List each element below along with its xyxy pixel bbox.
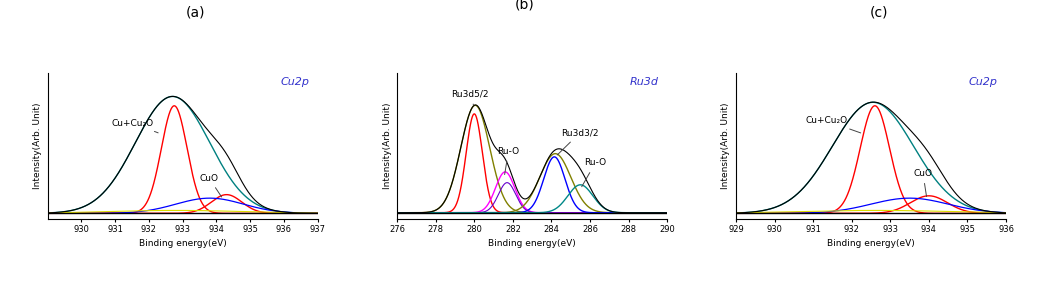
Text: Cu2p: Cu2p bbox=[969, 78, 998, 87]
Text: Ru3d3/2: Ru3d3/2 bbox=[557, 128, 598, 155]
Text: Cu2p: Cu2p bbox=[281, 78, 309, 87]
Text: Ru3d5/2: Ru3d5/2 bbox=[451, 90, 488, 105]
Text: Ru3d: Ru3d bbox=[630, 78, 659, 87]
Text: Cu+Cu₂O: Cu+Cu₂O bbox=[112, 119, 158, 133]
Text: CuO: CuO bbox=[914, 169, 933, 197]
Text: (a): (a) bbox=[186, 6, 205, 20]
Y-axis label: Intensity(Arb. Unit): Intensity(Arb. Unit) bbox=[382, 103, 392, 189]
Text: Ru-O: Ru-O bbox=[498, 147, 520, 175]
Y-axis label: Intensity(Arb. Unit): Intensity(Arb. Unit) bbox=[721, 103, 731, 189]
Text: (b): (b) bbox=[515, 0, 534, 11]
Text: CuO: CuO bbox=[199, 174, 221, 197]
X-axis label: Binding energy(eV): Binding energy(eV) bbox=[488, 239, 576, 248]
Y-axis label: Intensity(Arb. Unit): Intensity(Arb. Unit) bbox=[33, 103, 42, 189]
X-axis label: Binding energy(eV): Binding energy(eV) bbox=[139, 239, 227, 248]
X-axis label: Binding energy(eV): Binding energy(eV) bbox=[827, 239, 915, 248]
Text: Cu+Cu₂O: Cu+Cu₂O bbox=[806, 116, 861, 133]
Text: (c): (c) bbox=[869, 6, 889, 20]
Text: Ru-O: Ru-O bbox=[581, 158, 607, 187]
